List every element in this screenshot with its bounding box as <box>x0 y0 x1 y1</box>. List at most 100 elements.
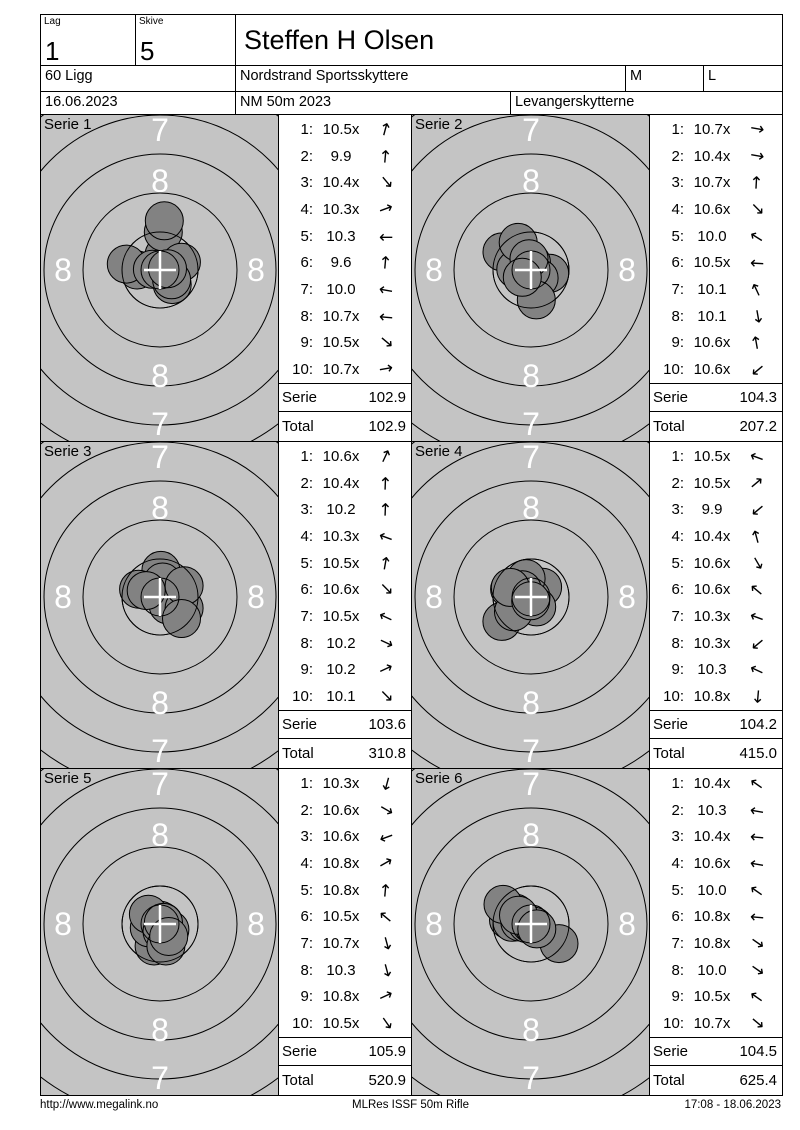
direction-arrow-icon: → <box>375 475 396 491</box>
ring-number-top-inner: 8 <box>522 817 540 853</box>
direction-arrow-icon: → <box>744 578 769 603</box>
shot-score: 10.8x <box>693 688 731 706</box>
shot-direction: → <box>740 334 774 352</box>
shot-row: 7: 10.5x → <box>279 603 411 630</box>
shot-score: 10.5x <box>693 254 731 272</box>
direction-arrow-icon: → <box>377 306 394 328</box>
direction-arrow-icon: → <box>745 985 769 1010</box>
shot-row: 1: 10.5x → <box>279 116 411 143</box>
score-table: 1: 10.7x → 2: 10.4x → 3: 10.7x → 4: 10.6x → 5: 10.0 → 6… <box>650 115 782 441</box>
shot-hole <box>502 257 542 297</box>
shot-number: 9: <box>671 334 684 352</box>
shot-number: 7: <box>300 608 313 626</box>
shot-direction: → <box>740 658 774 682</box>
shot-number: 6: <box>671 908 684 926</box>
shot-number: 9: <box>671 988 684 1006</box>
shot-score: 10.6x <box>322 447 360 465</box>
shot-direction: → <box>740 144 774 167</box>
shot-number: 1: <box>671 447 684 465</box>
direction-arrow-icon: → <box>374 684 399 709</box>
shot-row: 2: 10.4x → <box>279 470 411 497</box>
shot-score: 9.9 <box>330 147 352 165</box>
header-row-1: Lag 1 Skive 5 Steffen H Olsen <box>41 15 782 66</box>
direction-arrow-icon: → <box>375 657 397 682</box>
shot-row: 3: 10.2 → <box>279 496 411 523</box>
header-row-3: 16.06.2023 NM 50m 2023 Levangerskytterne <box>41 92 782 114</box>
ring-number-top-inner: 8 <box>151 163 169 199</box>
shot-direction: → <box>369 279 403 301</box>
shot-row: 2: 10.6x → <box>279 797 411 824</box>
shot-score: 10.5x <box>693 447 731 465</box>
shot-score: 10.3x <box>322 527 360 545</box>
shot-row: 10: 10.7x → <box>279 356 411 383</box>
serie-sum-label: Serie <box>282 716 318 733</box>
shot-row: 1: 10.4x → <box>650 770 782 797</box>
shot-direction: → <box>740 907 774 928</box>
shot-number: 2: <box>300 801 313 819</box>
shot-row: 10: 10.1 → <box>279 683 411 710</box>
serie-title: Serie 6 <box>415 770 463 787</box>
shot-number: 2: <box>300 474 313 492</box>
shot-number: 4: <box>300 854 313 872</box>
ring-number-bottom-outer: 7 <box>151 1060 169 1095</box>
shot-row: 5: 10.0 → <box>650 877 782 904</box>
shot-direction: → <box>740 358 774 382</box>
shot-direction: → <box>369 197 403 221</box>
center-cross-icon <box>144 251 176 289</box>
shot-number: 2: <box>300 147 313 165</box>
shot-row: 7: 10.1 → <box>650 276 782 303</box>
shot-score: 10.0 <box>326 281 356 299</box>
shot-score: 10.2 <box>326 634 356 652</box>
shot-row: 6: 9.6 → <box>279 250 411 277</box>
shot-direction: → <box>369 171 403 195</box>
shot-row: 7: 10.3x → <box>650 603 782 630</box>
serie-panel-1: 7 8 8 8 8 7 Serie 1 1: 10.5x → 2: 9.9 → 3: 10.4x → 4: 10.… <box>41 115 411 441</box>
total-sum-value: 207.2 <box>739 418 777 435</box>
shot-row: 8: 10.3x → <box>650 630 782 657</box>
direction-arrow-icon: → <box>745 771 769 797</box>
shot-score: 10.5x <box>322 554 360 572</box>
shot-number: 8: <box>671 961 684 979</box>
shot-number: 10: <box>663 1015 684 1033</box>
target-image: 7 8 8 8 8 7 <box>412 769 726 1095</box>
score-table: 1: 10.4x → 2: 10.3 → 3: 10.4x → 4: 10.6x → 5: 10.0 → 6:… <box>650 769 782 1095</box>
shot-direction: → <box>369 554 403 572</box>
shot-direction: → <box>369 882 403 899</box>
skive-label: Skive <box>139 16 164 27</box>
direction-arrow-icon: → <box>373 905 398 930</box>
shot-direction: → <box>740 279 774 300</box>
serie-sum-value: 102.9 <box>368 389 406 406</box>
shot-score: 10.7x <box>693 174 731 192</box>
ring-number-top-outer: 7 <box>522 769 540 802</box>
serie-title: Serie 2 <box>415 116 463 133</box>
shot-direction: → <box>740 853 774 875</box>
direction-arrow-icon: → <box>375 604 397 630</box>
shot-row: 3: 9.9 → <box>650 496 782 523</box>
direction-arrow-icon: → <box>748 144 766 167</box>
direction-arrow-icon: → <box>745 527 769 547</box>
shot-number: 4: <box>300 200 313 218</box>
shot-direction: → <box>740 578 774 603</box>
shot-row: 9: 10.5x → <box>650 984 782 1011</box>
column-m: M <box>626 66 704 91</box>
shot-score: 10.4x <box>322 174 360 192</box>
shot-score: 10.6x <box>322 801 360 819</box>
shot-row: 9: 10.2 → <box>279 657 411 684</box>
shot-direction: → <box>740 827 774 848</box>
shot-number: 9: <box>300 988 313 1006</box>
shot-rows: 1: 10.5x → 2: 9.9 → 3: 10.4x → 4: 10.3x → 5: 10.3 → 6: 9… <box>279 115 411 383</box>
shot-number: 6: <box>300 581 313 599</box>
shot-row: 4: 10.3x → <box>279 523 411 550</box>
ring-number-bottom-inner: 8 <box>522 685 540 721</box>
shot-score: 10.3x <box>693 608 731 626</box>
ring-number-top-outer: 7 <box>522 115 540 148</box>
target-image: 7 8 8 8 8 7 <box>41 115 355 441</box>
shot-hole <box>517 909 557 949</box>
direction-arrow-icon: → <box>375 984 397 1009</box>
shot-number: 1: <box>300 447 313 465</box>
serie-sum-row: Serie 102.9 <box>279 383 411 411</box>
shot-row: 10: 10.6x → <box>650 356 782 383</box>
shot-direction: → <box>740 771 774 797</box>
direction-arrow-icon: → <box>375 502 396 518</box>
shot-score: 10.3x <box>322 774 360 792</box>
